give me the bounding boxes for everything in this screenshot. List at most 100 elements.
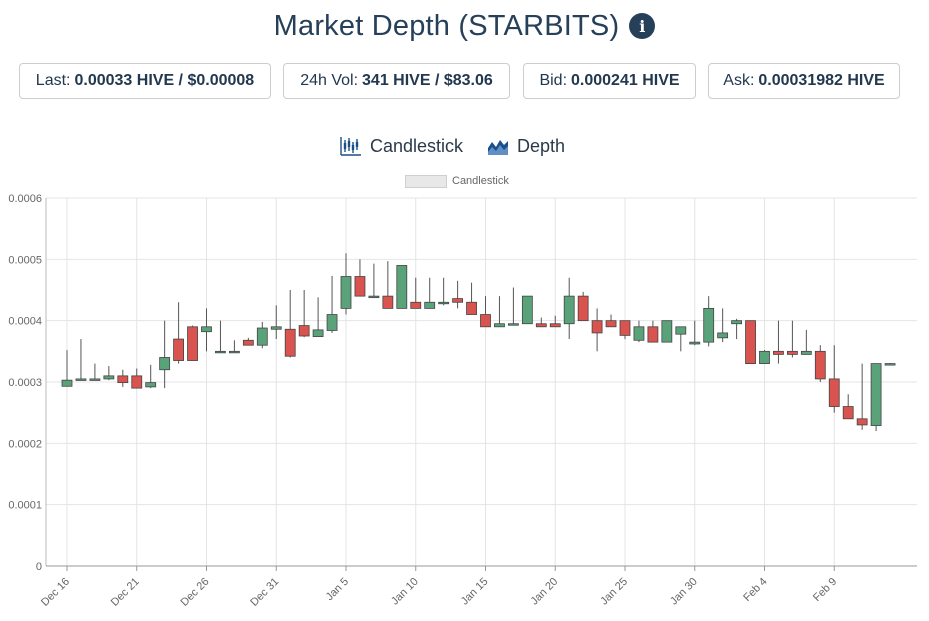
candle-body bbox=[368, 295, 380, 299]
candle bbox=[507, 287, 519, 326]
candle bbox=[159, 320, 171, 389]
candlestick-label: Candlestick bbox=[370, 135, 464, 156]
candle bbox=[326, 275, 338, 333]
candle-body bbox=[773, 350, 784, 355]
candle-body bbox=[159, 357, 171, 371]
legend-swatch bbox=[405, 174, 447, 188]
depth-toggle[interactable]: Depth bbox=[487, 133, 565, 159]
candle-body bbox=[298, 325, 310, 337]
candle bbox=[661, 320, 673, 343]
candle bbox=[731, 318, 742, 340]
candle bbox=[145, 364, 157, 389]
candle-body bbox=[438, 301, 450, 305]
x-tick-label: Dec 31 bbox=[248, 576, 281, 609]
candle bbox=[201, 308, 212, 352]
candle-body bbox=[787, 350, 798, 355]
candle-body bbox=[619, 320, 631, 336]
candle-body bbox=[424, 301, 436, 309]
candle bbox=[410, 277, 422, 309]
x-tick-label: Jan 30 bbox=[668, 576, 700, 608]
candle-body bbox=[75, 378, 87, 381]
candle bbox=[535, 317, 547, 328]
candle bbox=[256, 321, 268, 349]
candle-body bbox=[284, 328, 296, 357]
x-tick-label: Feb 4 bbox=[741, 576, 769, 604]
y-tick-label: 0.0004 bbox=[8, 316, 42, 328]
candle bbox=[773, 320, 784, 364]
candle-body bbox=[591, 320, 603, 334]
candle-body bbox=[89, 378, 101, 381]
y-tick-label: 0 bbox=[36, 561, 42, 573]
x-tick-label: Jan 5 bbox=[324, 576, 352, 604]
chart-grid bbox=[46, 197, 917, 566]
candle-body bbox=[884, 363, 896, 366]
candle bbox=[298, 290, 310, 338]
candle-body bbox=[117, 375, 129, 384]
candle bbox=[759, 350, 770, 365]
candle-body bbox=[549, 323, 561, 328]
depth-label: Depth bbox=[517, 135, 566, 156]
candle bbox=[340, 253, 352, 315]
candle bbox=[703, 296, 715, 347]
candle-body bbox=[242, 339, 254, 346]
candle-body bbox=[563, 295, 575, 325]
candle bbox=[89, 363, 101, 381]
candle-body bbox=[745, 320, 756, 364]
candle bbox=[842, 394, 854, 420]
candle bbox=[745, 320, 756, 364]
candle bbox=[787, 320, 798, 358]
candle-body bbox=[661, 320, 673, 343]
candle bbox=[647, 320, 659, 343]
y-tick-label: 0.0003 bbox=[8, 377, 42, 389]
candle bbox=[521, 295, 533, 325]
candle-body bbox=[173, 338, 185, 361]
candle bbox=[689, 320, 701, 346]
candle bbox=[563, 277, 575, 340]
stat-volume-value: 341 HIVE / $83.06 bbox=[362, 72, 493, 89]
candle-body bbox=[131, 375, 143, 389]
candle bbox=[424, 277, 436, 309]
candle-body bbox=[410, 301, 422, 309]
candle-body bbox=[814, 350, 826, 380]
candle-body bbox=[396, 265, 408, 309]
candle-body bbox=[521, 295, 533, 325]
candle bbox=[117, 369, 129, 387]
x-tick-label: Jan 10 bbox=[389, 576, 421, 608]
x-tick-label: Feb 9 bbox=[811, 576, 839, 604]
depth-chart-icon bbox=[488, 140, 508, 155]
info-icon[interactable]: i bbox=[629, 13, 656, 39]
candle-body bbox=[828, 378, 840, 407]
stat-ask-value: 0.00031982 HIVE bbox=[758, 72, 885, 89]
candle bbox=[856, 363, 868, 430]
candle bbox=[312, 297, 324, 338]
candle-body bbox=[270, 326, 282, 330]
candles bbox=[61, 253, 896, 432]
candle bbox=[354, 259, 366, 297]
candle bbox=[870, 363, 882, 432]
candle-body bbox=[870, 363, 882, 426]
candle bbox=[884, 362, 896, 366]
chart-legend[interactable]: Candlestick bbox=[405, 173, 509, 189]
candle bbox=[187, 325, 198, 361]
stat-ask: Ask: 0.00031982 HIVE bbox=[708, 63, 900, 99]
candle bbox=[480, 296, 491, 328]
candlestick-toggle[interactable]: Candlestick bbox=[340, 133, 463, 159]
candle-body bbox=[577, 295, 589, 322]
candlestick-icon bbox=[340, 137, 361, 156]
candle bbox=[242, 337, 254, 346]
stat-24h-volume: 24h Vol: 341 HIVE / $83.06 bbox=[283, 63, 510, 99]
candle-body bbox=[494, 323, 505, 328]
stat-volume-label: 24h Vol: bbox=[300, 72, 359, 89]
y-tick-label: 0.0005 bbox=[8, 254, 42, 266]
candle-body bbox=[354, 276, 366, 297]
candle bbox=[270, 305, 282, 340]
y-tick-label: 0.0006 bbox=[8, 193, 42, 205]
candle-body bbox=[256, 327, 268, 346]
candle bbox=[368, 263, 380, 299]
candle-body bbox=[228, 350, 240, 354]
candle bbox=[494, 296, 505, 328]
candle-body bbox=[717, 332, 729, 339]
candle-body bbox=[103, 375, 115, 380]
candle-body bbox=[145, 382, 157, 388]
